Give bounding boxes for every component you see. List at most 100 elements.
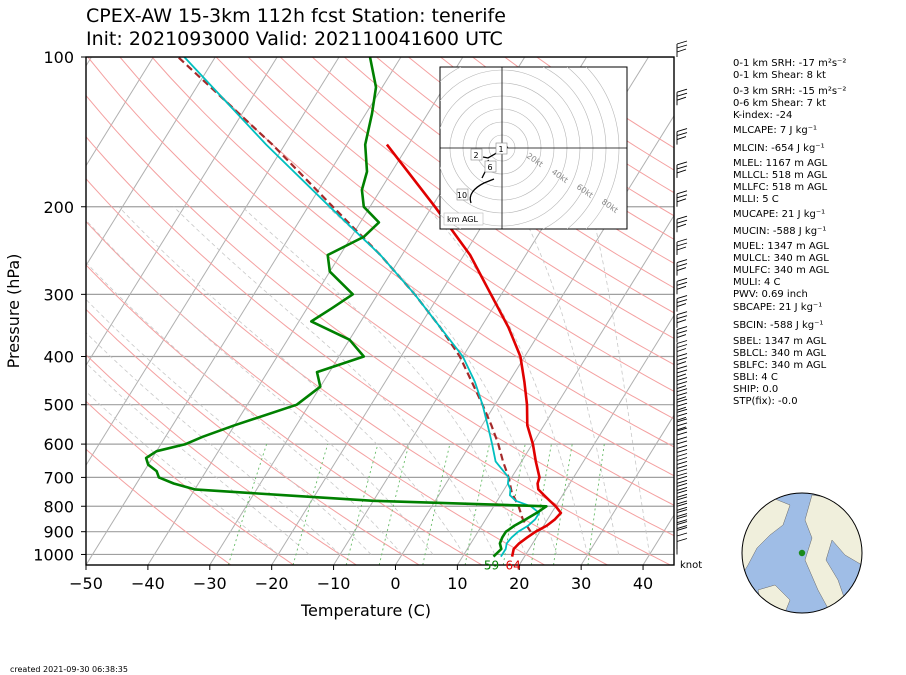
temperature-profile — [385, 143, 563, 557]
barb-flag — [676, 348, 687, 352]
barb-flag — [676, 277, 688, 282]
isotherm — [86, 57, 278, 367]
index-mucin: MUCIN: -588 J kg⁻¹ — [733, 226, 827, 237]
plot-area — [86, 57, 674, 565]
barb-flag — [676, 457, 688, 461]
barb-flag — [676, 215, 688, 220]
barb-flag — [676, 526, 688, 531]
barb-flag — [676, 136, 687, 141]
moist-adiabat — [327, 206, 558, 555]
barb-flag — [676, 453, 688, 457]
x-tick-label: 10 — [447, 574, 467, 593]
barb-flag — [676, 496, 688, 501]
dry-adiabat — [279, 57, 674, 340]
x-tick-label: 20 — [509, 574, 529, 593]
dry-adiabat — [86, 94, 674, 537]
wind-barb — [676, 538, 688, 555]
barb-flag — [676, 369, 688, 374]
created-timestamp: created 2021-09-30 06:38:35 — [10, 665, 128, 674]
moist-adiabat — [86, 332, 341, 555]
barb-flag — [676, 326, 688, 331]
surface-dewpoint-label: 59 — [484, 559, 499, 573]
barb-flag — [676, 246, 687, 251]
x-tick-label: 0 — [390, 574, 400, 593]
moist-adiabat — [118, 206, 465, 555]
hodograph-unit-box — [443, 212, 484, 226]
barb-flag — [676, 525, 688, 530]
plot-frame — [85, 56, 675, 566]
height-marker-box — [470, 148, 483, 161]
dry-adiabat — [86, 136, 671, 565]
wind-barb — [676, 311, 688, 328]
barb-flag — [676, 219, 688, 224]
barb-flag — [676, 299, 688, 304]
mixing-ratio-line — [378, 443, 410, 565]
x-tick-label: 30 — [571, 574, 591, 593]
barb-flag — [676, 295, 688, 300]
barb-flag — [676, 427, 688, 432]
barb-flag — [676, 303, 687, 308]
wind-barb — [676, 190, 688, 207]
wind-barb — [676, 277, 688, 295]
index-sbli: SBLI: 4 C — [733, 372, 778, 383]
wetbulb-profile — [183, 57, 541, 558]
barb-flag — [676, 440, 688, 445]
index-sblcl: SBLCL: 340 m AGL — [733, 348, 827, 359]
barb-flag — [676, 408, 688, 413]
isotherm — [395, 114, 674, 565]
isotherm — [86, 57, 340, 467]
wind-barb — [676, 238, 688, 255]
barb-flag — [676, 311, 688, 316]
wind-barb — [676, 326, 688, 343]
barb-flag — [676, 128, 688, 133]
index-mllcl: MLLCL: 518 m AGL — [733, 170, 828, 181]
index-sblfc: SBLFC: 340 m AGL — [733, 360, 827, 371]
moist-adiabat — [241, 206, 527, 555]
index-mulfc: MULFC: 340 m AGL — [733, 265, 829, 276]
barb-flag — [676, 96, 687, 101]
barb-flag — [676, 493, 688, 498]
index-ship: SHIP: 0.0 — [733, 384, 779, 395]
barb-flag — [676, 486, 688, 491]
barb-flag — [676, 385, 687, 390]
wind-barb — [676, 88, 688, 106]
index-sbel: SBEL: 1347 m AGL — [733, 336, 827, 347]
height-marker-box — [456, 188, 469, 201]
barb-flag — [676, 259, 688, 264]
hodograph-unit-label: km AGL — [447, 215, 479, 224]
barb-flag — [676, 392, 688, 397]
dry-adiabat — [86, 448, 232, 565]
barb-flag — [676, 515, 688, 520]
index-srh01: 0-1 km SRH: -17 m²s⁻² — [733, 58, 847, 69]
y-tick-label: 900 — [43, 523, 74, 542]
barb-flag — [676, 281, 688, 286]
y-tick-label: 300 — [43, 285, 74, 304]
index-mucape: MUCAPE: 21 J kg⁻¹ — [733, 209, 826, 220]
dry-adiabat — [311, 57, 674, 314]
x-tick-label: −20 — [255, 574, 289, 593]
location-globe — [741, 492, 863, 614]
barb-flag — [676, 460, 688, 465]
mixing-ratio-line — [553, 444, 573, 565]
height-marker-box — [484, 160, 497, 173]
index-mlcape: MLCAPE: 7 J kg⁻¹ — [733, 125, 818, 136]
index-mlcin: MLCIN: -654 J kg⁻¹ — [733, 143, 825, 154]
barb-flag — [676, 92, 688, 97]
dry-adiabat — [376, 57, 674, 264]
height-marker-label: 6 — [487, 163, 492, 172]
index-muel: MUEL: 1347 m AGL — [733, 241, 829, 252]
y-tick-label: 1000 — [33, 545, 74, 564]
dry-adiabat — [119, 57, 674, 477]
barb-flag — [676, 464, 688, 469]
barb-flag — [676, 330, 688, 335]
index-shear01: 0-1 km Shear: 8 kt — [733, 70, 826, 81]
wind-barb — [676, 388, 688, 405]
height-marker-label: 1 — [498, 145, 503, 154]
isotherm — [86, 57, 216, 267]
wind-barb — [676, 259, 688, 276]
isotherm — [518, 314, 674, 565]
barb-flag — [676, 426, 687, 431]
barb-flag — [676, 161, 688, 166]
mixing-ratio-line — [422, 444, 451, 565]
